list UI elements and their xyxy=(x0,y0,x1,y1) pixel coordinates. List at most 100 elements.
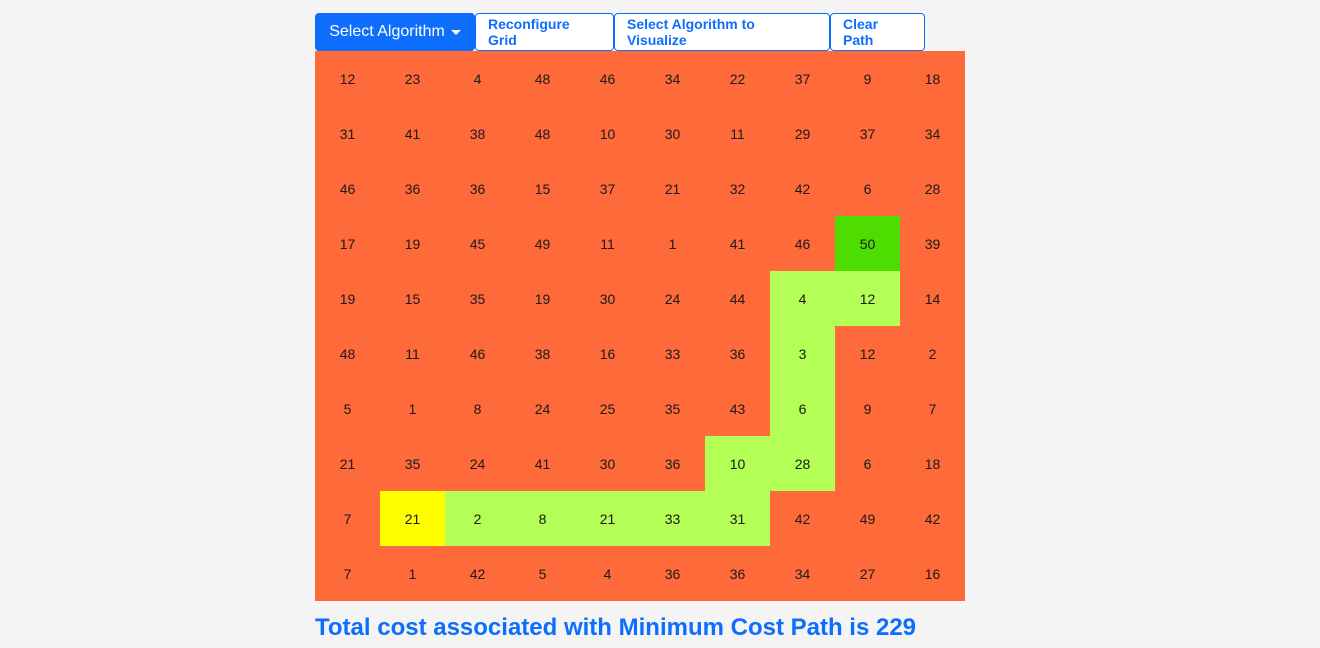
grid-cell[interactable]: 30 xyxy=(575,271,640,326)
grid-cell[interactable]: 12 xyxy=(835,326,900,381)
reconfigure-grid-button[interactable]: Reconfigure Grid xyxy=(475,13,614,51)
grid-cell[interactable]: 5 xyxy=(510,546,575,601)
grid-cell[interactable]: 28 xyxy=(770,436,835,491)
grid-cell[interactable]: 9 xyxy=(835,381,900,436)
grid-cell[interactable]: 18 xyxy=(900,51,965,106)
grid-cell[interactable]: 8 xyxy=(445,381,510,436)
grid-cell[interactable]: 19 xyxy=(380,216,445,271)
grid-cell[interactable]: 33 xyxy=(640,326,705,381)
grid-cell[interactable]: 18 xyxy=(900,436,965,491)
grid-cell[interactable]: 29 xyxy=(770,106,835,161)
grid-cell[interactable]: 10 xyxy=(705,436,770,491)
grid-cell[interactable]: 11 xyxy=(705,106,770,161)
grid-cell[interactable]: 9 xyxy=(835,51,900,106)
grid-cell[interactable]: 37 xyxy=(575,161,640,216)
grid-cell[interactable]: 7 xyxy=(315,546,380,601)
grid-cell[interactable]: 39 xyxy=(900,216,965,271)
grid-cell[interactable]: 41 xyxy=(510,436,575,491)
grid-cell[interactable]: 1 xyxy=(380,546,445,601)
grid-cell[interactable]: 41 xyxy=(380,106,445,161)
grid-cell[interactable]: 33 xyxy=(640,491,705,546)
grid-cell[interactable]: 22 xyxy=(705,51,770,106)
grid-cell[interactable]: 17 xyxy=(315,216,380,271)
grid-cell[interactable]: 15 xyxy=(510,161,575,216)
grid-cell[interactable]: 23 xyxy=(380,51,445,106)
grid-cell[interactable]: 36 xyxy=(640,436,705,491)
grid-cell[interactable]: 1 xyxy=(640,216,705,271)
grid-cell[interactable]: 4 xyxy=(575,546,640,601)
grid-cell[interactable]: 46 xyxy=(315,161,380,216)
grid-cell[interactable]: 24 xyxy=(640,271,705,326)
grid-cell[interactable]: 34 xyxy=(900,106,965,161)
grid-cell[interactable]: 31 xyxy=(705,491,770,546)
grid-cell[interactable]: 8 xyxy=(510,491,575,546)
grid-cell[interactable]: 36 xyxy=(445,161,510,216)
grid-cell[interactable]: 48 xyxy=(315,326,380,381)
grid-cell[interactable]: 50 xyxy=(835,216,900,271)
grid-cell[interactable]: 21 xyxy=(380,491,445,546)
grid-cell[interactable]: 42 xyxy=(900,491,965,546)
grid-cell[interactable]: 41 xyxy=(705,216,770,271)
grid-cell[interactable]: 48 xyxy=(510,106,575,161)
grid-cell[interactable]: 32 xyxy=(705,161,770,216)
grid-cell[interactable]: 16 xyxy=(575,326,640,381)
grid-cell[interactable]: 12 xyxy=(315,51,380,106)
grid-cell[interactable]: 35 xyxy=(445,271,510,326)
clear-path-button[interactable]: Clear Path xyxy=(830,13,925,51)
grid-cell[interactable]: 38 xyxy=(510,326,575,381)
grid-cell[interactable]: 6 xyxy=(835,161,900,216)
grid-cell[interactable]: 45 xyxy=(445,216,510,271)
grid-cell[interactable]: 35 xyxy=(640,381,705,436)
grid-cell[interactable]: 2 xyxy=(445,491,510,546)
grid-cell[interactable]: 49 xyxy=(835,491,900,546)
grid-cell[interactable]: 37 xyxy=(835,106,900,161)
grid-cell[interactable]: 19 xyxy=(510,271,575,326)
grid-cell[interactable]: 7 xyxy=(900,381,965,436)
grid-cell[interactable]: 1 xyxy=(380,381,445,436)
grid-cell[interactable]: 31 xyxy=(315,106,380,161)
grid-cell[interactable]: 34 xyxy=(640,51,705,106)
grid-cell[interactable]: 11 xyxy=(575,216,640,271)
grid-cell[interactable]: 21 xyxy=(640,161,705,216)
grid-cell[interactable]: 21 xyxy=(315,436,380,491)
grid-cell[interactable]: 4 xyxy=(770,271,835,326)
grid-cell[interactable]: 36 xyxy=(705,546,770,601)
grid-cell[interactable]: 34 xyxy=(770,546,835,601)
grid-cell[interactable]: 21 xyxy=(575,491,640,546)
grid-cell[interactable]: 11 xyxy=(380,326,445,381)
grid-cell[interactable]: 46 xyxy=(575,51,640,106)
grid-cell[interactable]: 35 xyxy=(380,436,445,491)
grid-cell[interactable]: 25 xyxy=(575,381,640,436)
grid-cell[interactable]: 2 xyxy=(900,326,965,381)
grid-cell[interactable]: 19 xyxy=(315,271,380,326)
grid-cell[interactable]: 30 xyxy=(640,106,705,161)
grid-cell[interactable]: 6 xyxy=(835,436,900,491)
grid-cell[interactable]: 10 xyxy=(575,106,640,161)
grid-cell[interactable]: 44 xyxy=(705,271,770,326)
grid-cell[interactable]: 42 xyxy=(770,161,835,216)
select-algorithm-dropdown[interactable]: Select Algorithm xyxy=(315,13,475,51)
grid-cell[interactable]: 46 xyxy=(770,216,835,271)
grid-cell[interactable]: 3 xyxy=(770,326,835,381)
grid-cell[interactable]: 24 xyxy=(510,381,575,436)
grid-cell[interactable]: 49 xyxy=(510,216,575,271)
grid-cell[interactable]: 48 xyxy=(510,51,575,106)
grid-cell[interactable]: 42 xyxy=(445,546,510,601)
grid-cell[interactable]: 36 xyxy=(640,546,705,601)
grid-cell[interactable]: 5 xyxy=(315,381,380,436)
grid-cell[interactable]: 14 xyxy=(900,271,965,326)
grid-cell[interactable]: 7 xyxy=(315,491,380,546)
grid-cell[interactable]: 37 xyxy=(770,51,835,106)
grid-cell[interactable]: 15 xyxy=(380,271,445,326)
grid-cell[interactable]: 6 xyxy=(770,381,835,436)
grid-cell[interactable]: 36 xyxy=(705,326,770,381)
grid-cell[interactable]: 36 xyxy=(380,161,445,216)
grid-cell[interactable]: 30 xyxy=(575,436,640,491)
grid-cell[interactable]: 38 xyxy=(445,106,510,161)
grid-cell[interactable]: 46 xyxy=(445,326,510,381)
grid-cell[interactable]: 4 xyxy=(445,51,510,106)
grid-cell[interactable]: 42 xyxy=(770,491,835,546)
grid-cell[interactable]: 12 xyxy=(835,271,900,326)
grid-cell[interactable]: 43 xyxy=(705,381,770,436)
grid-cell[interactable]: 24 xyxy=(445,436,510,491)
